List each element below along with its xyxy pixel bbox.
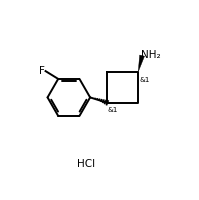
Text: F: F bbox=[39, 66, 44, 75]
Text: HCl: HCl bbox=[77, 158, 95, 168]
Polygon shape bbox=[138, 56, 144, 73]
Text: &1: &1 bbox=[107, 107, 118, 113]
Text: &1: &1 bbox=[139, 76, 150, 82]
Text: NH₂: NH₂ bbox=[141, 50, 161, 60]
